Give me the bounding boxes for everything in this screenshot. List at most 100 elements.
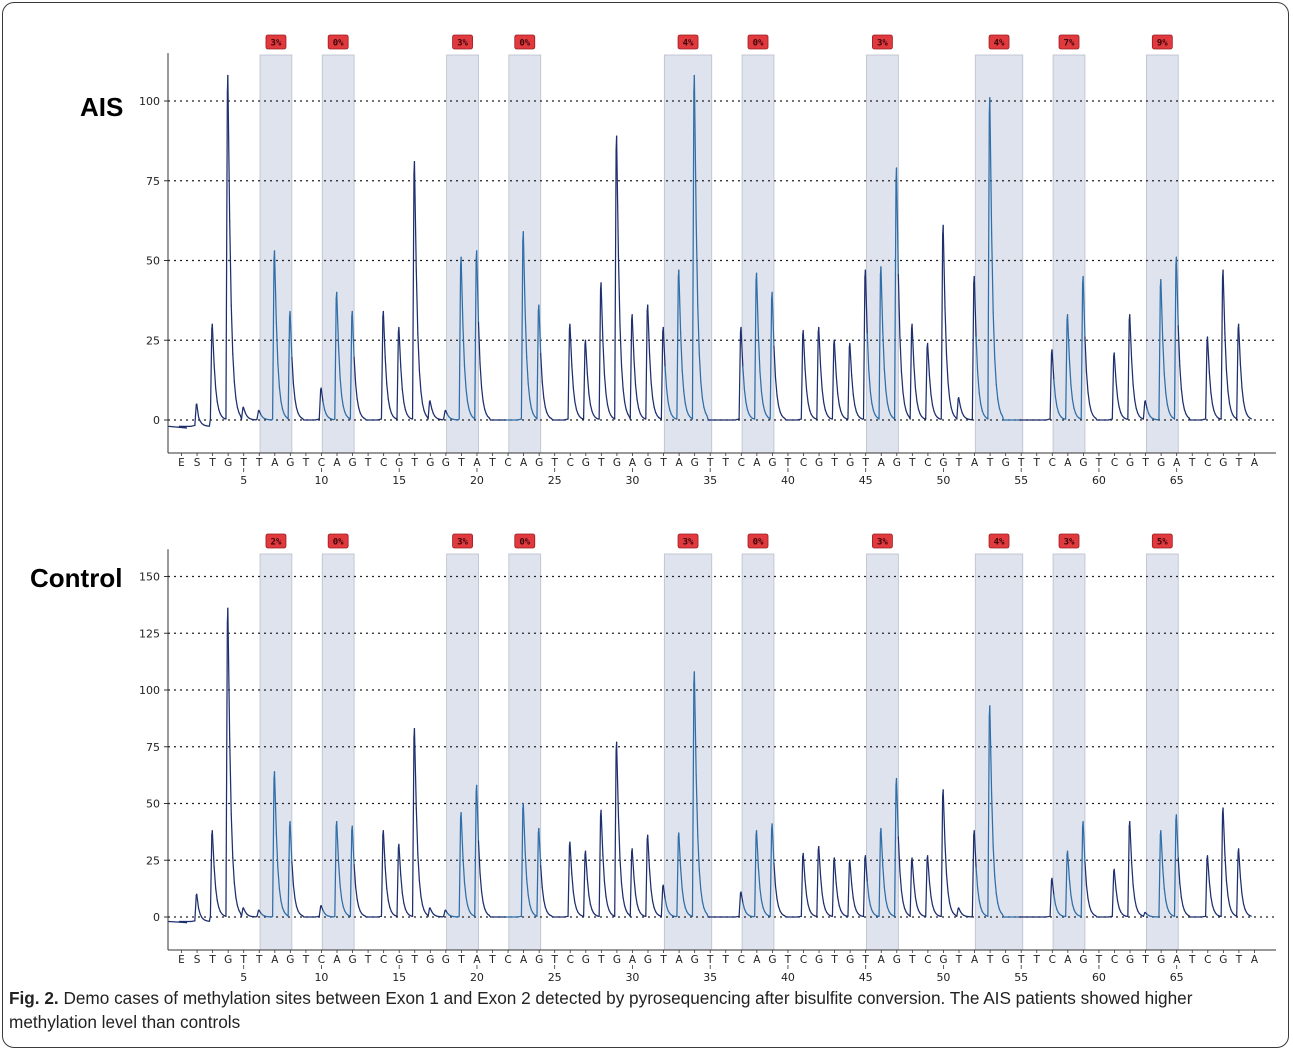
trace-segment: [958, 907, 962, 913]
methylation-badge: [872, 533, 893, 549]
trace-segment: [1045, 418, 1051, 421]
trace-segment: [942, 224, 946, 309]
methylation-label: 3%: [457, 538, 468, 548]
trace-segment: [336, 291, 340, 348]
trace-segment: [745, 401, 749, 411]
trace-segment: [762, 906, 766, 913]
trace-segment: [376, 418, 383, 421]
trace-segment: [762, 403, 766, 412]
trace-segment: [318, 389, 322, 420]
trace-segment: [351, 310, 355, 359]
trace-segment: [1107, 418, 1113, 421]
trace-segment: [540, 353, 543, 383]
x-number-label: 65: [1170, 971, 1184, 984]
cpg-band: [446, 54, 479, 454]
dispensation-letter: T: [784, 954, 792, 966]
trace-segment: [1066, 314, 1071, 360]
trace-segment: [1163, 887, 1167, 902]
trace-segment: [669, 409, 672, 415]
x-number-label: 30: [625, 971, 639, 984]
x-number-label: 10: [314, 971, 328, 984]
trace-segment: [591, 410, 595, 416]
dispensation-letter: A: [473, 954, 481, 966]
trace-segment: [526, 878, 529, 896]
trace-segment: [614, 149, 617, 420]
trace-segment: [1173, 819, 1177, 917]
trace-segment: [886, 402, 890, 411]
trace-segment: [358, 906, 361, 912]
trace-segment: [871, 402, 875, 412]
trace-segment: [466, 904, 470, 911]
trace-segment: [652, 397, 655, 408]
trace-segment: [389, 906, 392, 913]
trace-segment: [1073, 407, 1077, 414]
trace-segment: [1082, 275, 1086, 338]
trace-segment: [902, 391, 906, 405]
trace-segment: [1225, 369, 1229, 392]
trace-segment: [660, 331, 664, 420]
trace-segment: [931, 904, 935, 911]
trace-segment: [700, 381, 703, 399]
trace-segment: [698, 869, 702, 891]
trace-segment: [615, 741, 620, 817]
trace-segment: [278, 386, 282, 402]
trace-segment: [666, 388, 669, 403]
cpg-band: [259, 54, 293, 454]
trace-segment: [854, 404, 857, 413]
trace-segment: [242, 406, 246, 414]
trace-segment: [529, 398, 532, 409]
trace-segment: [888, 409, 892, 415]
dispensation-letter: T: [722, 954, 730, 966]
dispensation-letter: T: [1188, 457, 1196, 469]
trace-segment: [235, 896, 239, 907]
dispensation-letter: C: [318, 457, 325, 469]
trace-segment: [872, 409, 876, 416]
dispensation-letter: G: [768, 954, 776, 966]
trace-segment: [194, 404, 197, 427]
dispensation-letter: T: [488, 954, 496, 966]
trace-segment: [569, 841, 573, 875]
dispensation-letter: C: [318, 954, 325, 966]
trace-segment: [959, 406, 963, 414]
trace-segment: [862, 276, 866, 420]
trace-segment: [355, 383, 358, 400]
trace-segment: [933, 410, 937, 416]
trace-segment: [1200, 915, 1207, 918]
trace-segment: [1111, 871, 1115, 917]
dispensation-letter: A: [271, 954, 279, 966]
trace-segment: [653, 907, 657, 913]
trace-segment: [215, 887, 218, 902]
trace-segment: [771, 291, 775, 348]
x-number-label: 15: [392, 971, 406, 984]
trace-segment: [208, 418, 212, 427]
methylation-badge: [677, 533, 699, 549]
trace-segment: [796, 418, 802, 421]
x-number-label: 5: [240, 971, 247, 984]
trace-segment: [676, 276, 679, 420]
trace-segment: [944, 307, 948, 356]
trace-segment: [520, 808, 524, 917]
trace-segment: [698, 353, 702, 383]
dispensation-letter: A: [333, 457, 341, 469]
trace-segment: [411, 173, 415, 420]
trace-segment: [524, 850, 528, 880]
trace-segment: [693, 671, 697, 777]
trace-segment: [356, 398, 360, 409]
dispensation-letter: C: [504, 457, 511, 469]
trace-segment: [349, 316, 353, 420]
trace-segment: [229, 738, 232, 815]
trace-segment: [427, 401, 431, 420]
trace-segment: [277, 868, 281, 890]
dispensation-letter: G: [613, 457, 621, 469]
trace-segment: [227, 607, 231, 740]
methylation-label: 5%: [1157, 538, 1168, 548]
dispensation-letter: G: [815, 457, 823, 469]
trace-segment: [1084, 336, 1088, 373]
trace-segment: [882, 865, 885, 889]
cpg-band: [741, 553, 775, 951]
dispensation-letter: G: [613, 954, 621, 966]
trace-segment: [816, 331, 819, 420]
trace-segment: [945, 354, 949, 384]
dispensation-letter: T: [1095, 457, 1103, 469]
trace-segment: [527, 894, 531, 906]
